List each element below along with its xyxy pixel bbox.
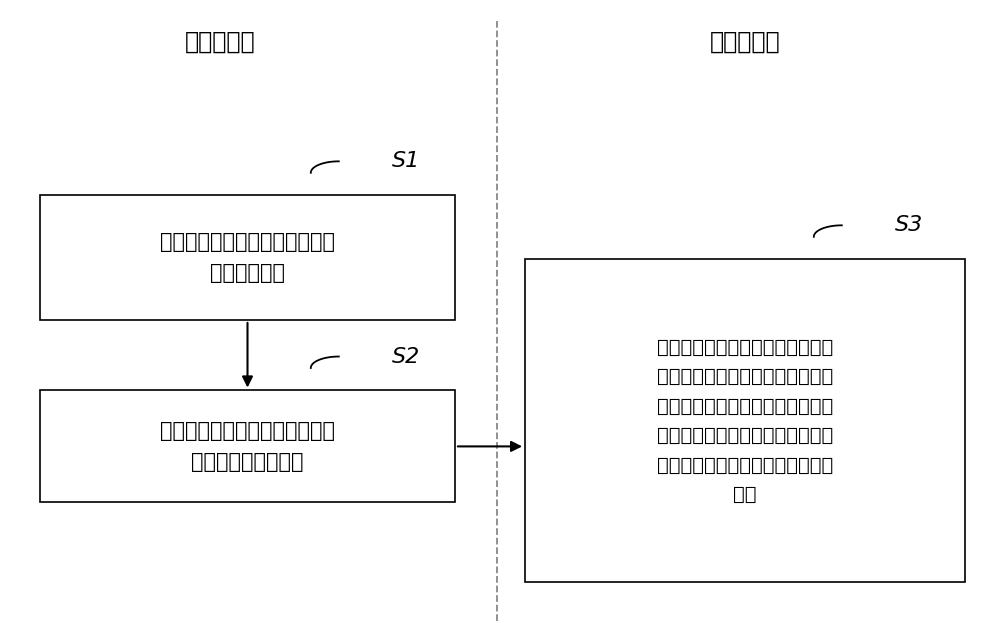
Text: 仓储机器人: 仓储机器人 xyxy=(710,29,780,54)
Bar xyxy=(40,390,455,502)
Text: S2: S2 xyxy=(392,346,420,367)
Text: 响应于对第一货箱的操作指令，若
第一货箱的目标库位位于双深位货
架的内部货架上，且外部货架的对
应位置上有第二货箱，则在第二货
箱被移出后，对第一货箱执行对应
: 响应于对第一货箱的操作指令，若 第一货箱的目标库位位于双深位货 架的内部货架上，… xyxy=(657,337,833,504)
Text: 调度服务器向仓储机器人发送对
第一货箱的操作指令: 调度服务器向仓储机器人发送对 第一货箱的操作指令 xyxy=(160,421,335,472)
Bar xyxy=(40,195,455,320)
Text: 调度服务器: 调度服务器 xyxy=(185,29,255,54)
Text: S1: S1 xyxy=(392,151,420,172)
Text: 调度服务器确定待操作的第一货
箱的目标库位: 调度服务器确定待操作的第一货 箱的目标库位 xyxy=(160,232,335,283)
Bar xyxy=(525,259,965,582)
Text: S3: S3 xyxy=(895,215,923,236)
